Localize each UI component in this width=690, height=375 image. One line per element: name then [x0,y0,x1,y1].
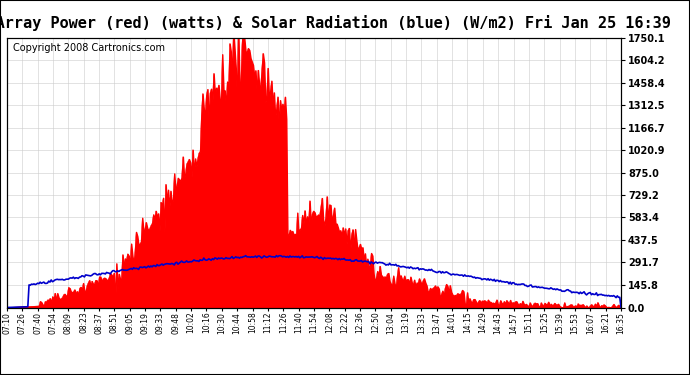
Text: East Array Power (red) (watts) & Solar Radiation (blue) (W/m2) Fri Jan 25 16:39: East Array Power (red) (watts) & Solar R… [0,15,671,31]
Text: Copyright 2008 Cartronics.com: Copyright 2008 Cartronics.com [13,43,165,53]
